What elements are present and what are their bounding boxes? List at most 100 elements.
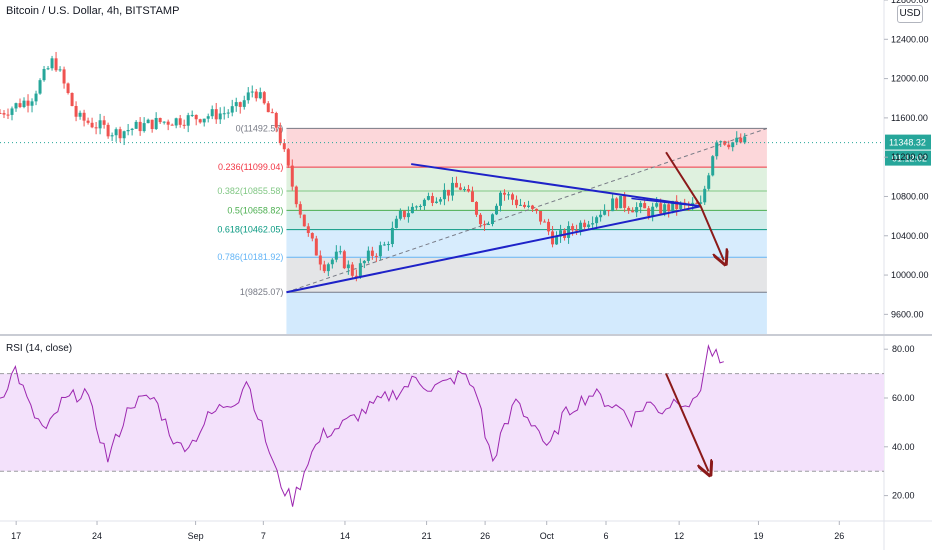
price-badge: [885, 134, 931, 150]
candle-body: [138, 121, 142, 132]
fib-label: 0.5(10658.82): [227, 205, 283, 215]
time-tick-label: Sep: [188, 531, 204, 541]
candle-body: [250, 91, 254, 93]
candle-body: [66, 83, 70, 93]
candle-body: [627, 207, 631, 211]
candle-body: [146, 119, 150, 124]
time-tick-label: 17: [11, 531, 21, 541]
candle-body: [382, 244, 386, 246]
candle-body: [579, 222, 583, 232]
candle-body: [587, 224, 591, 228]
candle-body: [478, 214, 482, 225]
rsi-tick-label: 80.00: [892, 344, 915, 354]
candle-body: [511, 194, 515, 200]
candle-body: [46, 68, 50, 70]
rsi-tick-label: 40.00: [892, 442, 915, 452]
candle-body: [186, 115, 190, 126]
candle-body: [18, 103, 22, 108]
candle-body: [262, 92, 266, 104]
candle-body: [434, 201, 438, 203]
candle-body: [555, 236, 559, 245]
candle-body: [655, 203, 659, 207]
price-tick-label: 10400.00: [891, 231, 929, 241]
candle-body: [298, 204, 302, 215]
candle-body: [2, 113, 6, 115]
time-tick-label: 26: [480, 531, 490, 541]
candle-body: [410, 206, 414, 214]
candle-body: [166, 121, 170, 125]
rsi-band: [0, 373, 884, 472]
candle-body: [454, 182, 458, 188]
candle-body: [82, 112, 86, 121]
candle-body: [110, 135, 114, 137]
candle-body: [122, 131, 126, 139]
candle-body: [94, 127, 98, 129]
candle-body: [294, 186, 298, 205]
candle-body: [202, 118, 206, 123]
candle-body: [499, 192, 502, 206]
candle-body: [214, 109, 218, 120]
candle-body: [527, 205, 531, 207]
candle-body: [547, 221, 551, 232]
price-badge-text: 11348.32: [889, 138, 926, 148]
candle-body: [142, 123, 146, 132]
candle-body: [414, 206, 418, 208]
candle-body: [494, 205, 498, 215]
candle-body: [346, 264, 350, 269]
currency-button[interactable]: USD: [897, 5, 923, 23]
candle-body: [438, 199, 442, 202]
candle-body: [222, 113, 226, 115]
candle-body: [543, 221, 547, 223]
candle-body: [386, 244, 390, 246]
rsi-label: RSI (14, close): [6, 343, 73, 354]
candle-body: [595, 217, 599, 224]
candle-body: [206, 116, 210, 119]
candle-body: [671, 200, 675, 212]
candle-body: [158, 117, 162, 123]
price-tick-label: 11600.00: [891, 113, 928, 123]
candle-body: [426, 196, 430, 200]
candle-body: [663, 204, 667, 214]
candle-body: [106, 124, 110, 137]
upper-trendline: [411, 163, 701, 208]
price-tick-label: 12800.00: [891, 0, 929, 5]
candle-body: [274, 113, 278, 128]
candle-body: [358, 263, 362, 277]
candle-body: [286, 149, 290, 166]
candle-body: [350, 264, 354, 276]
candle-body: [583, 222, 587, 228]
candle-body: [651, 206, 655, 216]
fib-zone: [286, 128, 767, 168]
candle-body: [234, 102, 238, 107]
candle-body: [70, 92, 74, 106]
rsi-tick-label: 20.00: [892, 491, 915, 501]
candle-body: [418, 205, 422, 207]
candle-body: [86, 120, 90, 123]
candle-body: [679, 202, 683, 209]
candle-body: [422, 199, 426, 206]
price-tick-label: 10800.00: [891, 191, 929, 201]
candle-body: [727, 144, 731, 148]
candle-body: [266, 103, 270, 113]
candle-body: [14, 103, 18, 109]
time-tick-label: 14: [340, 531, 350, 541]
candle-body: [575, 230, 579, 232]
candle-body: [90, 122, 94, 128]
candle-body: [170, 124, 174, 126]
candle-body: [374, 255, 378, 257]
lower-trendline: [286, 205, 701, 294]
candle-body: [302, 214, 306, 227]
time-tick-label: 21: [422, 531, 432, 541]
candle-body: [310, 233, 314, 239]
candle-body: [591, 223, 595, 225]
fib-label: 0.786(10181.92): [217, 252, 283, 262]
candle-body: [246, 92, 250, 101]
candle-body: [278, 127, 282, 144]
candle-body: [458, 187, 462, 190]
countdown-badge: [885, 150, 931, 166]
candle-body: [535, 208, 539, 212]
candle-body: [394, 218, 398, 228]
candle-body: [470, 191, 474, 202]
time-tick-label: 24: [92, 531, 102, 541]
